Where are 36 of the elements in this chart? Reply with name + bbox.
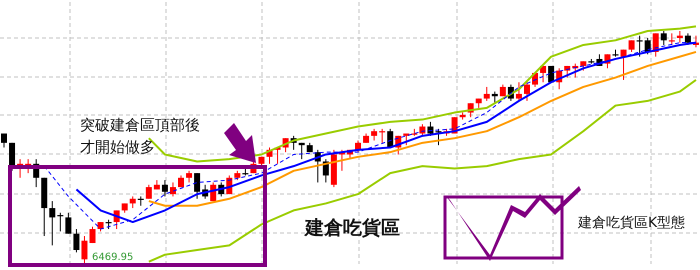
candlestick [516, 82, 522, 102]
candlestick [170, 182, 176, 197]
candlestick [146, 184, 152, 200]
candlestick [186, 170, 192, 183]
candlestick [1, 133, 7, 148]
candlestick [49, 200, 56, 246]
annotation: 建倉吃貨區K型態 [577, 215, 686, 231]
candlestick [162, 180, 168, 197]
candlestick [371, 128, 378, 142]
candlestick [427, 121, 434, 136]
annotation: 建倉吃貨區 [303, 217, 400, 239]
annotation: 突破建倉區頂部後 [80, 116, 200, 134]
candlestick [676, 30, 683, 44]
candlestick [435, 128, 442, 146]
candlestick [9, 142, 16, 172]
candlestick [73, 228, 80, 253]
candlestick [154, 180, 160, 190]
candlestick [81, 236, 88, 264]
candlestick [57, 212, 64, 232]
candlestick [98, 222, 104, 232]
candlestick [620, 49, 627, 80]
candlestick [130, 196, 136, 209]
annotation: 6469.95 [92, 252, 134, 263]
candlestick [363, 133, 370, 144]
candlestick [65, 212, 72, 234]
candlestick [90, 226, 96, 244]
candlestick [403, 133, 410, 146]
candlestick [484, 86, 490, 102]
candlestick [379, 128, 386, 144]
candlestick [660, 30, 667, 46]
annotation: 才開始做多 [80, 138, 155, 156]
candlestick [194, 172, 200, 200]
candlestick [476, 98, 482, 108]
candlestick [106, 219, 112, 230]
candlestick [234, 170, 240, 181]
candlestick [524, 82, 530, 102]
